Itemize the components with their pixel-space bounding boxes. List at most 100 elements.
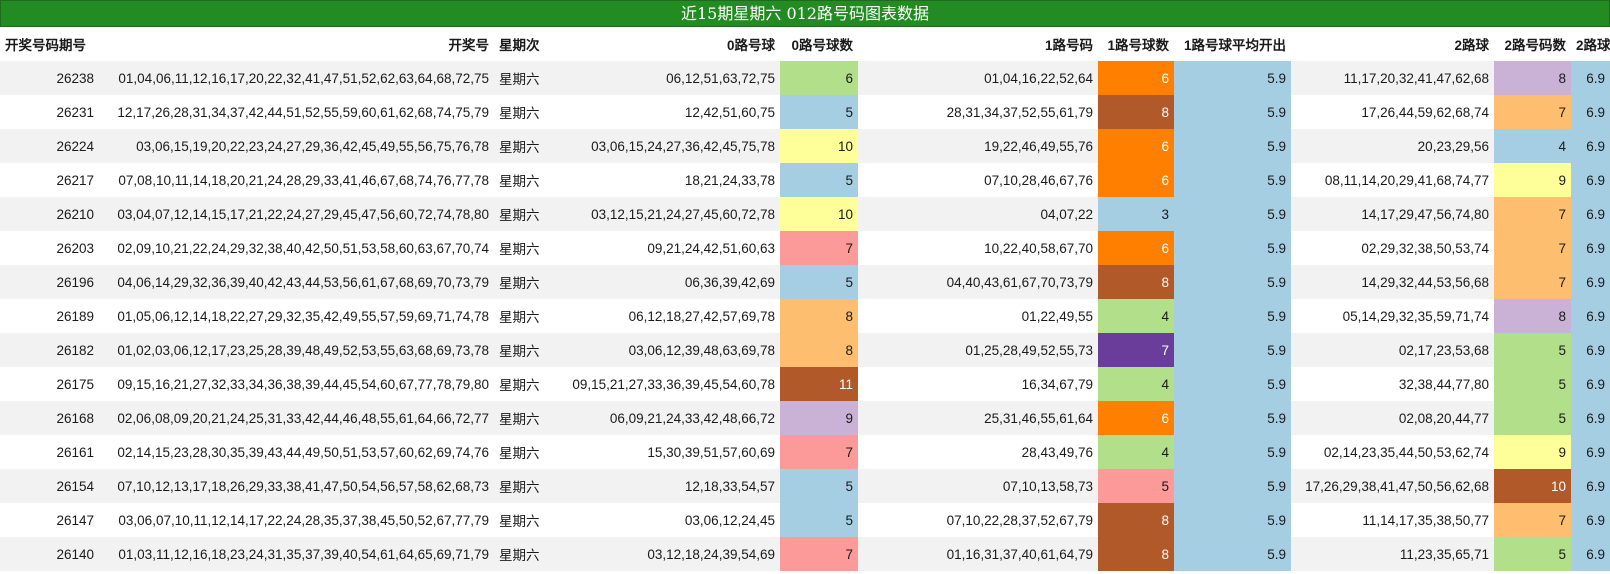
cell-weekday: 星期六 (494, 401, 552, 435)
header-route1-count: 1路号球数 (1098, 27, 1174, 61)
cell-route0-count: 7 (780, 537, 858, 571)
cell-route0-count: 5 (780, 503, 858, 537)
cell-route2-numbers: 11,17,20,32,41,47,62,68 (1291, 61, 1494, 95)
cell-route2-average: 6.9 (1571, 401, 1610, 435)
cell-period: 26189 (0, 299, 99, 333)
cell-weekday: 星期六 (494, 435, 552, 469)
header-route0-count: 0路号球数 (780, 27, 858, 61)
cell-route2-numbers: 17,26,44,59,62,68,74 (1291, 95, 1494, 129)
cell-route0-numbers: 12,18,33,54,57 (552, 469, 780, 503)
cell-route1-count: 8 (1098, 95, 1174, 129)
cell-route1-count: 6 (1098, 231, 1174, 265)
header-row: 开奖号码期号 开奖号 星期次 0路号球 0路号球数 1路号码 1路号球数 1路号… (0, 27, 1610, 61)
table-row: 26182 01,02,03,06,12,17,23,25,28,39,48,49… (0, 333, 1610, 367)
table-row: 26140 01,03,11,12,16,18,23,24,31,35,37,39… (0, 537, 1610, 571)
cell-period: 26182 (0, 333, 99, 367)
cell-period: 26238 (0, 61, 99, 95)
table-row: 26168 02,06,08,09,20,21,24,25,31,33,42,44… (0, 401, 1610, 435)
cell-route2-numbers: 14,29,32,44,53,56,68 (1291, 265, 1494, 299)
cell-route0-count: 5 (780, 95, 858, 129)
table-row: 26231 12,17,26,28,31,34,37,42,44,51,52,55… (0, 95, 1610, 129)
cell-route0-numbers: 06,09,21,24,33,42,48,66,72 (552, 401, 780, 435)
cell-route0-count: 6 (780, 61, 858, 95)
cell-route1-count: 8 (1098, 537, 1174, 571)
table-row: 26224 03,06,15,19,20,22,23,24,27,29,36,42… (0, 129, 1610, 163)
cell-route1-count: 4 (1098, 299, 1174, 333)
cell-route1-numbers: 01,25,28,49,52,55,73 (858, 333, 1098, 367)
cell-winning-numbers: 12,17,26,28,31,34,37,42,44,51,52,55,59,6… (99, 95, 494, 129)
cell-route1-numbers: 28,43,49,76 (858, 435, 1098, 469)
cell-route2-average: 6.9 (1571, 333, 1610, 367)
cell-route0-numbers: 03,12,15,21,24,27,45,60,72,78 (552, 197, 780, 231)
cell-route1-count: 7 (1098, 333, 1174, 367)
cell-period: 26168 (0, 401, 99, 435)
cell-route0-numbers: 03,06,12,24,45 (552, 503, 780, 537)
cell-route1-numbers: 07,10,22,28,37,52,67,79 (858, 503, 1098, 537)
cell-route0-numbers: 12,42,51,60,75 (552, 95, 780, 129)
cell-weekday: 星期六 (494, 469, 552, 503)
table-row: 26189 01,05,06,12,14,18,22,27,29,32,35,42… (0, 299, 1610, 333)
cell-route2-numbers: 02,17,23,53,68 (1291, 333, 1494, 367)
cell-route2-average: 6.9 (1571, 503, 1610, 537)
cell-route1-average: 5.9 (1174, 231, 1291, 265)
cell-route2-count: 5 (1494, 333, 1571, 367)
cell-route0-count: 10 (780, 197, 858, 231)
cell-route0-numbers: 15,30,39,51,57,60,69 (552, 435, 780, 469)
cell-period: 26224 (0, 129, 99, 163)
cell-route1-numbers: 01,22,49,55 (858, 299, 1098, 333)
cell-route0-count: 9 (780, 401, 858, 435)
cell-weekday: 星期六 (494, 367, 552, 401)
cell-winning-numbers: 04,06,14,29,32,36,39,40,42,43,44,53,56,6… (99, 265, 494, 299)
cell-winning-numbers: 03,06,15,19,20,22,23,24,27,29,36,42,45,4… (99, 129, 494, 163)
cell-winning-numbers: 01,05,06,12,14,18,22,27,29,32,35,42,49,5… (99, 299, 494, 333)
cell-weekday: 星期六 (494, 163, 552, 197)
cell-route1-numbers: 16,34,67,79 (858, 367, 1098, 401)
header-route2-count: 2路号码数 (1494, 27, 1571, 61)
table-row: 26196 04,06,14,29,32,36,39,40,42,43,44,53… (0, 265, 1610, 299)
cell-weekday: 星期六 (494, 333, 552, 367)
header-route0-numbers: 0路号球 (552, 27, 780, 61)
cell-route2-numbers: 11,23,35,65,71 (1291, 537, 1494, 571)
cell-route2-count: 8 (1494, 299, 1571, 333)
cell-route2-average: 6.9 (1571, 469, 1610, 503)
cell-period: 26231 (0, 95, 99, 129)
cell-route0-numbers: 06,12,18,27,42,57,69,78 (552, 299, 780, 333)
cell-route1-numbers: 01,16,31,37,40,61,64,79 (858, 537, 1098, 571)
cell-route1-numbers: 10,22,40,58,67,70 (858, 231, 1098, 265)
cell-route2-count: 9 (1494, 435, 1571, 469)
cell-route2-numbers: 20,23,29,56 (1291, 129, 1494, 163)
cell-route1-count: 6 (1098, 61, 1174, 95)
cell-winning-numbers: 01,03,11,12,16,18,23,24,31,35,37,39,40,5… (99, 537, 494, 571)
cell-route1-average: 5.9 (1174, 469, 1291, 503)
cell-route0-count: 8 (780, 333, 858, 367)
cell-route2-numbers: 08,11,14,20,29,41,68,74,77 (1291, 163, 1494, 197)
cell-route2-count: 5 (1494, 537, 1571, 571)
cell-route0-count: 8 (780, 299, 858, 333)
cell-winning-numbers: 03,04,07,12,14,15,17,21,22,24,27,29,45,4… (99, 197, 494, 231)
cell-route1-count: 3 (1098, 197, 1174, 231)
cell-route0-count: 10 (780, 129, 858, 163)
table-title: 近15期星期六 012路号码图表数据 (0, 0, 1610, 27)
cell-route1-average: 5.9 (1174, 163, 1291, 197)
cell-route1-average: 5.9 (1174, 129, 1291, 163)
cell-weekday: 星期六 (494, 265, 552, 299)
cell-route2-count: 5 (1494, 367, 1571, 401)
cell-weekday: 星期六 (494, 95, 552, 129)
cell-route1-count: 6 (1098, 163, 1174, 197)
cell-route1-average: 5.9 (1174, 367, 1291, 401)
cell-route0-numbers: 09,15,21,27,33,36,39,45,54,60,78 (552, 367, 780, 401)
cell-route1-count: 5 (1098, 469, 1174, 503)
cell-route1-numbers: 01,04,16,22,52,64 (858, 61, 1098, 95)
header-route1-average: 1路号球平均开出 (1174, 27, 1291, 61)
cell-winning-numbers: 07,08,10,11,14,18,20,21,24,28,29,33,41,4… (99, 163, 494, 197)
cell-route0-numbers: 06,12,51,63,72,75 (552, 61, 780, 95)
cell-route2-numbers: 11,14,17,35,38,50,77 (1291, 503, 1494, 537)
cell-route1-average: 5.9 (1174, 95, 1291, 129)
cell-period: 26210 (0, 197, 99, 231)
cell-route1-average: 5.9 (1174, 435, 1291, 469)
cell-winning-numbers: 03,06,07,10,11,12,14,17,22,24,28,35,37,3… (99, 503, 494, 537)
table-row: 26203 02,09,10,21,22,24,29,32,38,40,42,50… (0, 231, 1610, 265)
cell-winning-numbers: 01,04,06,11,12,16,17,20,22,32,41,47,51,5… (99, 61, 494, 95)
cell-period: 26147 (0, 503, 99, 537)
cell-route2-average: 6.9 (1571, 537, 1610, 571)
